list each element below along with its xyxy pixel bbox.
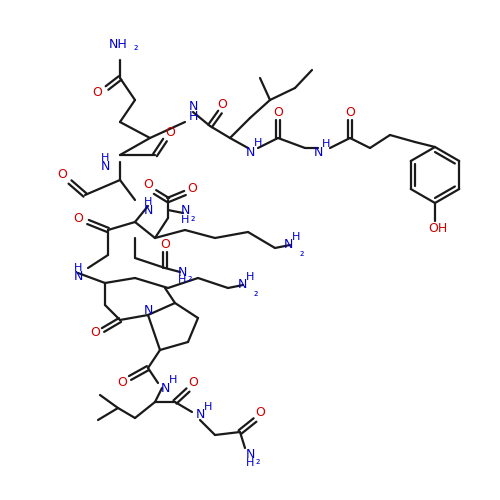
Text: ₂: ₂	[300, 248, 304, 258]
Text: O: O	[92, 86, 102, 98]
Text: H: H	[74, 263, 82, 273]
Text: H: H	[188, 110, 198, 122]
Text: N: N	[314, 146, 322, 158]
Text: H: H	[178, 275, 186, 285]
Text: O: O	[188, 376, 198, 390]
Text: O: O	[117, 376, 127, 388]
Text: N: N	[160, 382, 170, 394]
Text: N: N	[238, 278, 246, 291]
Text: N: N	[144, 204, 152, 216]
Text: ₂: ₂	[188, 273, 192, 283]
Text: N: N	[188, 100, 198, 114]
Text: H: H	[292, 232, 300, 242]
Text: O: O	[160, 238, 170, 252]
Text: O: O	[187, 182, 197, 194]
Text: OH: OH	[428, 222, 448, 235]
Text: H: H	[246, 458, 254, 468]
Text: NH: NH	[108, 38, 128, 52]
Text: N: N	[178, 266, 186, 278]
Text: H: H	[254, 138, 262, 148]
Text: N: N	[144, 304, 152, 316]
Text: H: H	[204, 402, 212, 412]
Text: N: N	[246, 146, 254, 158]
Text: N: N	[74, 270, 82, 283]
Text: ₂: ₂	[256, 456, 260, 466]
Text: H: H	[322, 139, 330, 149]
Text: ₂: ₂	[191, 213, 195, 223]
Text: O: O	[90, 326, 100, 340]
Text: O: O	[73, 212, 83, 224]
Text: ₂: ₂	[254, 288, 258, 298]
Text: H: H	[246, 272, 254, 282]
Text: O: O	[273, 106, 283, 120]
Text: H: H	[181, 215, 189, 225]
Text: N: N	[246, 448, 254, 462]
Text: O: O	[165, 126, 175, 140]
Text: O: O	[345, 106, 355, 120]
Text: ₂: ₂	[134, 42, 138, 52]
Text: H: H	[101, 153, 109, 163]
Text: H: H	[144, 197, 152, 207]
Text: O: O	[57, 168, 67, 181]
Text: N: N	[180, 204, 190, 216]
Text: O: O	[217, 98, 227, 112]
Text: N: N	[284, 238, 292, 252]
Text: H: H	[169, 375, 177, 385]
Text: O: O	[143, 178, 153, 192]
Text: N: N	[100, 160, 110, 173]
Text: O: O	[255, 406, 265, 420]
Text: N: N	[196, 408, 204, 422]
